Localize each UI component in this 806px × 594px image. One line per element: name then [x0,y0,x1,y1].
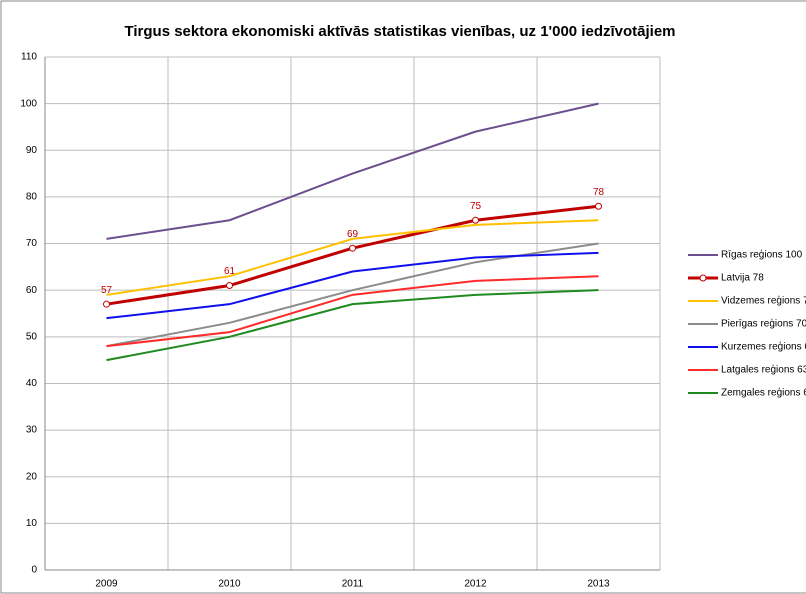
y-tick-label: 70 [26,238,38,249]
y-tick-label: 90 [26,145,38,156]
y-tick-label: 10 [26,518,38,529]
x-tick-label: 2012 [464,579,487,590]
x-tick-label: 2010 [218,579,241,590]
x-tick-label: 2009 [95,579,118,590]
series-line [106,275,599,348]
data-label: 78 [593,187,605,198]
marker [472,216,479,224]
legend-label: Latgales reģions 63 [721,363,806,376]
y-tick-label: 100 [20,98,37,109]
series-line [106,219,599,296]
legend-label: Rīgas reģions 100 [721,248,803,261]
legend-label: Vidzemes reģions 75 [721,294,806,307]
y-tick-label: 50 [26,331,38,342]
data-label: 61 [224,266,236,277]
chart-title: Tirgus sektora ekonomiski aktīvās statis… [124,23,675,40]
legend-label: Kurzemes reģions 68 [721,340,806,353]
y-tick-label: 20 [26,471,38,482]
legend-marker [699,274,707,282]
series-line [106,251,599,320]
x-tick-label: 2013 [587,579,610,590]
series-line [106,289,599,362]
y-tick-label: 30 [26,425,38,436]
y-tick-label: 60 [26,285,38,296]
series-line [106,102,599,240]
legend-label: Latvija 78 [721,273,764,284]
legend-label: Zemgales reģions 60 [721,386,806,399]
y-tick-label: 40 [26,378,38,389]
marker [595,202,602,210]
x-tick-label: 2011 [342,579,364,590]
y-tick-label: 110 [21,52,37,63]
data-label: 69 [347,229,359,240]
data-label: 57 [101,285,113,296]
data-label: 75 [470,201,482,212]
y-tick-label: 0 [31,565,37,576]
y-tick-label: 80 [26,192,38,203]
marker [103,300,110,308]
marker [349,244,356,252]
legend-label: Pierīgas reģions 70 [721,317,806,330]
marker [226,282,233,290]
